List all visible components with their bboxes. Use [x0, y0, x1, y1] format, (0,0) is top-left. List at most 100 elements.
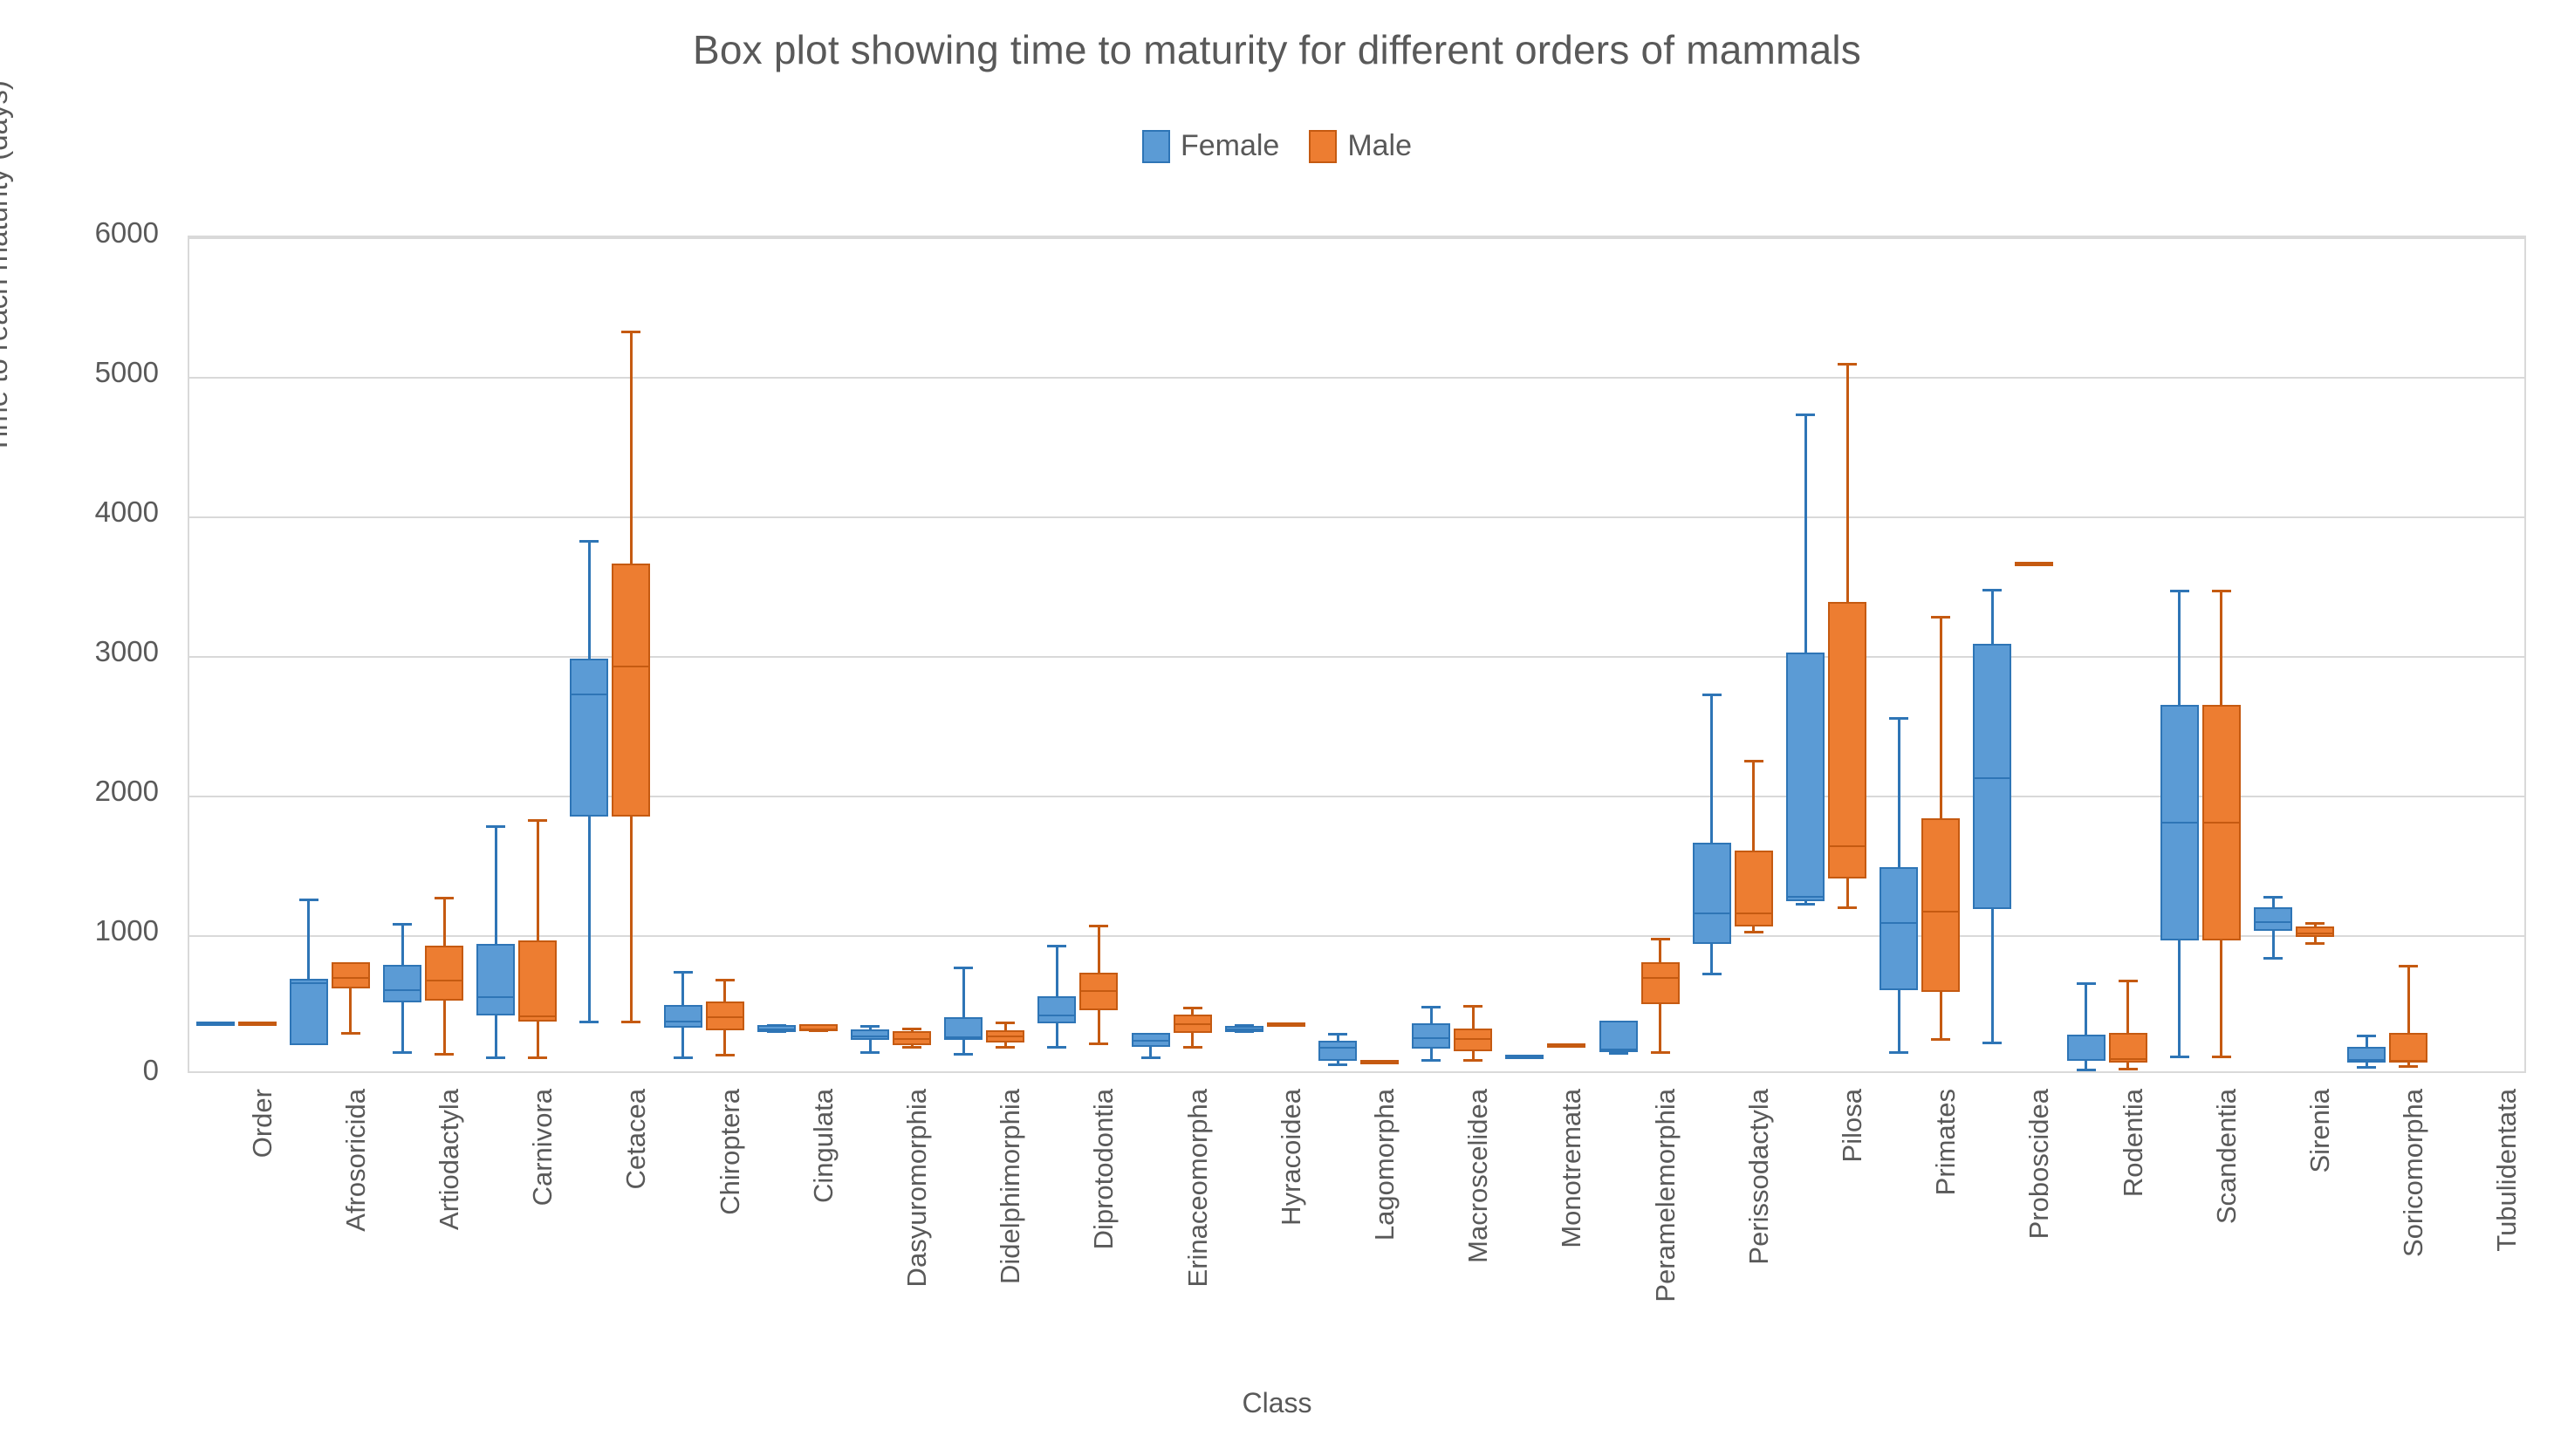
legend-entry-male[interactable]: Male [1309, 129, 1412, 163]
box-plot-single-value-marker [1266, 1022, 1305, 1027]
box-plot-max-cap [1463, 1005, 1483, 1008]
box-plot-lower-whisker [681, 1027, 685, 1059]
box-plot-max-cap [1931, 615, 1951, 619]
box-plot-box [944, 1017, 983, 1040]
gridline [189, 516, 2524, 518]
y-axis-tick-label: 4000 [94, 496, 159, 528]
box-plot-median-line [476, 996, 516, 999]
box-plot-upper-whisker [1804, 413, 1807, 653]
box-plot-median-line [944, 1036, 983, 1038]
box-plot-min-cap [1838, 906, 1857, 910]
box-plot-lower-whisker [349, 988, 353, 1035]
box-plot-box [289, 978, 328, 1045]
y-axis-tick-label: 5000 [94, 356, 159, 388]
box-plot-median-line [757, 1029, 796, 1031]
x-axis-tick-label: Pilosa [1837, 1089, 1867, 1163]
y-axis-tick-label: 1000 [94, 914, 159, 947]
box-plot-min-cap [393, 1051, 412, 1054]
box-plot-min-cap [1796, 902, 1815, 906]
x-axis-tick-label: Monotremata [1556, 1089, 1587, 1248]
x-axis-tick-label: Afrosoricida [339, 1089, 371, 1232]
box-plot-min-cap [621, 1020, 641, 1023]
box-plot-lower-whisker [1003, 1042, 1007, 1049]
box-plot-box [1037, 996, 1077, 1023]
x-axis-tick-label: Soricomorpha [2398, 1089, 2429, 1257]
box-plot-min-cap [2076, 1069, 2096, 1071]
box-plot-single-value-marker [195, 1021, 235, 1026]
y-axis-tick-label: 2000 [94, 775, 159, 807]
box-plot-max-cap [2076, 982, 2096, 986]
box-plot-lower-whisker [2271, 931, 2275, 960]
box-plot-upper-whisker [2178, 590, 2181, 705]
x-axis-tick-label: Sirenia [2304, 1089, 2335, 1173]
box-plot-max-cap [1702, 694, 1722, 697]
x-axis-tick-label: Perissodactyla [1743, 1089, 1774, 1265]
box-plot-max-cap [621, 331, 641, 334]
box-plot-lower-whisker [962, 1040, 965, 1056]
box-plot-box [1640, 962, 1680, 1005]
box-plot-median-line [2296, 932, 2334, 934]
x-axis-title: Class [1242, 1387, 1312, 1418]
box-plot-lower-whisker [2365, 1063, 2368, 1069]
legend-entry-female[interactable]: Female [1141, 129, 1280, 163]
box-plot-lower-whisker [2178, 940, 2181, 1058]
x-axis-tick-label: Erinaceomorpha [1181, 1089, 1213, 1288]
plot-area [188, 236, 2526, 1073]
x-axis-tick-label: Artiodactyla [434, 1089, 464, 1230]
box-plot-max-cap [1838, 363, 1857, 366]
chart-legend: Female Male [0, 129, 2554, 163]
box-plot-upper-whisker [1752, 760, 1756, 851]
box-plot-min-cap [902, 1046, 921, 1049]
box-plot-lower-whisker [1191, 1033, 1195, 1049]
box-plot-median-line [1599, 1048, 1638, 1050]
box-plot-max-cap [1650, 938, 1670, 941]
x-axis-tick-label: Lagomorpha [1369, 1089, 1400, 1241]
box-plot-median-line [2389, 1060, 2428, 1063]
box-plot-upper-whisker [1990, 589, 1994, 645]
box-plot-max-cap [393, 922, 412, 926]
box-plot-box [705, 1001, 744, 1030]
box-plot-lower-whisker [2220, 940, 2223, 1058]
x-axis-tick-label: Hyracoidea [1275, 1089, 1306, 1226]
box-plot-lower-whisker [2085, 1061, 2088, 1071]
box-plot-min-cap [2169, 1055, 2189, 1058]
legend-swatch-female-icon [1141, 129, 1170, 163]
box-plot-upper-whisker [2407, 964, 2410, 1033]
box-plot-single-value-marker [237, 1021, 277, 1026]
box-plot-box [663, 1005, 702, 1028]
x-axis-tick-label: Didelphimorphia [995, 1089, 1026, 1285]
box-plot-max-cap [486, 825, 506, 829]
box-plot-max-cap [996, 1022, 1016, 1025]
x-axis-tick-label: Cetacea [620, 1089, 652, 1190]
box-plot-median-line [1412, 1036, 1451, 1039]
box-plot-upper-whisker [587, 540, 591, 660]
box-plot-min-cap [860, 1051, 880, 1054]
box-plot-median-line [612, 666, 651, 668]
box-plot-box [2066, 1034, 2106, 1061]
box-plot-median-line [383, 989, 421, 992]
box-plot-upper-whisker [1939, 615, 1942, 818]
box-plot-lower-whisker [1336, 1061, 1339, 1067]
box-plot-lower-whisker [442, 1001, 446, 1056]
y-axis-tick-label: 6000 [94, 216, 159, 249]
chart-title: Box plot showing time to maturity for di… [692, 27, 1861, 72]
x-axis-tick-label: Primates [1930, 1089, 1962, 1196]
box-plot-min-cap [2305, 942, 2325, 946]
box-plot-box [1921, 817, 1961, 992]
box-plot-box [2296, 926, 2334, 938]
box-plot-min-cap [2357, 1065, 2377, 1069]
box-plot-upper-whisker [2220, 590, 2223, 705]
box-plot-min-cap [2263, 957, 2283, 960]
box-plot-median-line [2254, 921, 2292, 923]
y-axis-title: Time to reach maturity (days) [0, 80, 13, 454]
box-plot-box [798, 1024, 838, 1032]
box-plot-median-line [1828, 844, 1866, 847]
box-plot-box [1828, 602, 1866, 879]
legend-label-female: Female [1180, 129, 1280, 162]
box-plot-max-cap [1982, 589, 2003, 592]
box-plot-max-cap [2263, 896, 2283, 899]
box-plot-max-cap [902, 1027, 921, 1030]
x-axis-tick-label: Tubulidentata [2491, 1089, 2523, 1252]
box-plot-lower-whisker [1845, 878, 1849, 910]
box-plot-median-line [893, 1037, 931, 1040]
